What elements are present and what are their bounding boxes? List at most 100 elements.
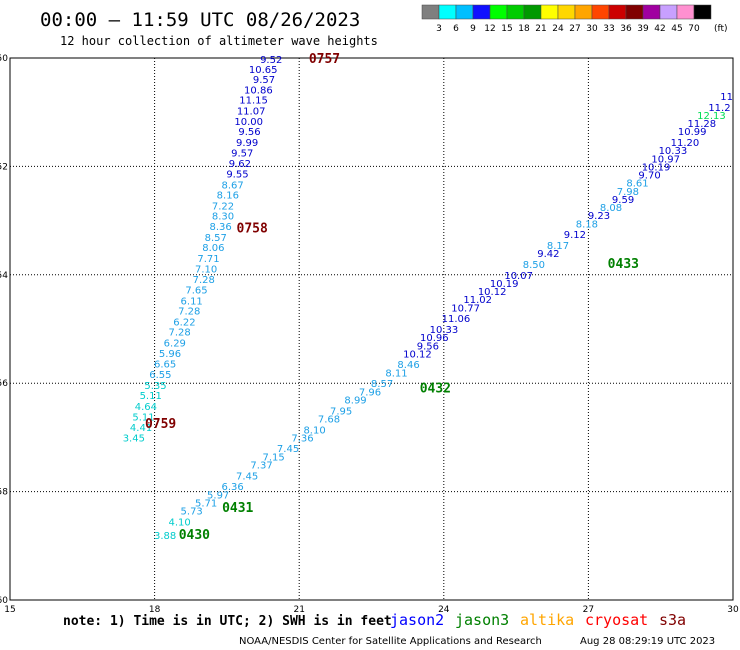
swh-value-label: 7.37: [250, 461, 272, 472]
swh-value-label: 9.59: [612, 195, 634, 206]
color-scale-label: 18: [518, 24, 530, 34]
color-swatch: [693, 4, 712, 20]
legend-item: jason3: [455, 611, 509, 629]
color-swatch: [659, 4, 678, 20]
swh-value-label: 8.17: [547, 241, 569, 252]
swh-value-label: 10.96: [420, 333, 449, 344]
legend-item: cryosat: [585, 611, 648, 629]
swh-value-label: 9.52: [260, 55, 282, 66]
color-scale-label: 36: [620, 24, 632, 34]
color-swatch: [421, 4, 440, 20]
color-scale-label: 30: [586, 24, 598, 34]
swh-value-label: 5.96: [159, 349, 181, 360]
swh-value-label: 9.62: [229, 159, 251, 170]
color-scale-label: 15: [501, 24, 512, 34]
swh-value-label: 9.42: [537, 249, 559, 260]
swh-value-label: 6.36: [222, 482, 244, 493]
color-swatch: [455, 4, 474, 20]
swh-value-label: 8.46: [397, 360, 419, 371]
swh-value-label: 10.00: [234, 117, 263, 128]
swh-value-label: 8.11: [385, 368, 407, 379]
swh-value-label: 9.23: [588, 211, 610, 222]
swh-value-label: 7.71: [197, 254, 219, 265]
swh-value-label: 8.36: [209, 222, 231, 233]
color-scale-unit: (ft): [714, 24, 728, 34]
y-tick-label: -52: [0, 162, 8, 172]
color-swatch: [591, 4, 610, 20]
swh-value-label: 9.55: [226, 169, 248, 180]
swh-value-label: 7.95: [330, 406, 352, 417]
pass-number-label: 0431: [222, 501, 253, 516]
swh-value-label: 6.11: [181, 296, 203, 307]
swh-value-label: 11.06: [442, 314, 471, 325]
swh-value-label: 8.08: [600, 203, 622, 214]
swh-value-label: 7.28: [193, 275, 215, 286]
y-tick-label: -60: [0, 596, 8, 606]
legend-item: s3a: [659, 611, 686, 629]
plot-frame: [9, 57, 734, 601]
swh-value-label: 10.12: [478, 287, 507, 298]
swh-value-label: 4.64: [135, 402, 157, 413]
swh-value-label: 10.19: [490, 279, 519, 290]
swh-value-label: 7.36: [291, 433, 313, 444]
swh-value-label: 9.12: [564, 230, 586, 241]
swh-value-label: 12.13: [697, 111, 726, 122]
color-swatch: [625, 4, 644, 20]
color-swatch: [608, 4, 627, 20]
color-swatch: [574, 4, 593, 20]
swh-value-label: 5.71: [195, 498, 217, 509]
satellite-legend: jason2 jason3 altika cryosat s3a: [390, 611, 686, 629]
color-swatch: [557, 4, 576, 20]
swh-value-label: 9.56: [238, 127, 260, 138]
swh-value-label: 4.10: [168, 517, 190, 528]
chart-title: 00:00 – 11:59 UTC 08/26/2023: [40, 9, 360, 31]
swh-value-label: 3.88: [154, 531, 176, 542]
swh-value-label: 8.16: [217, 191, 239, 202]
y-tick-label: -56: [0, 379, 8, 389]
swh-value-label: 9.99: [236, 138, 258, 149]
swh-value-label: 11.2: [708, 103, 730, 114]
swh-value-label: 7.68: [318, 414, 340, 425]
color-scale-label: 3: [436, 24, 442, 34]
swh-value-label: 10.12: [403, 349, 432, 360]
swh-value-label: 7.98: [617, 187, 639, 198]
swh-value-label: 10.33: [430, 325, 459, 336]
footer-source: NOAA/NESDIS Center for Satellite Applica…: [239, 636, 542, 647]
y-tick-label: -50: [0, 54, 8, 64]
swh-value-label: 5.11: [132, 412, 154, 423]
swh-value-label: 10.19: [642, 162, 671, 173]
color-scale-label: 42: [654, 24, 665, 34]
color-scale-label: 21: [535, 24, 546, 34]
plot-area: 151821242730-50-52-54-56-58-609.5210.659…: [0, 52, 739, 615]
swh-value-label: 7.45: [236, 471, 258, 482]
swh-value-label: 5.97: [207, 490, 229, 501]
color-scale-label: 33: [603, 24, 614, 34]
swh-value-label: 11: [720, 92, 733, 103]
swh-value-label: 5.35: [144, 381, 166, 392]
swh-value-label: 7.10: [195, 264, 217, 275]
swh-value-label: 5.73: [181, 507, 203, 518]
swh-value-label: 11.02: [463, 295, 492, 306]
swh-value-label: 6.29: [164, 339, 186, 350]
swh-value-label: 10.97: [651, 154, 680, 165]
y-tick-label: -58: [0, 488, 8, 498]
swh-value-label: 8.30: [212, 212, 234, 223]
units-note: note: 1) Time is in UTC; 2) SWH is in fe…: [63, 614, 392, 629]
swh-value-label: 8.50: [523, 260, 545, 271]
swh-value-label: 9.57: [253, 75, 275, 86]
color-scale-label: 24: [552, 24, 564, 34]
color-swatch: [523, 4, 542, 20]
pass-number-label: 0757: [309, 52, 340, 67]
swh-value-label: 8.10: [303, 425, 325, 436]
color-swatch: [438, 4, 457, 20]
color-scale-label: 27: [569, 24, 580, 34]
swh-value-label: 5.11: [140, 391, 162, 402]
x-tick-label: 15: [4, 605, 15, 615]
swh-value-label: 8.99: [344, 395, 366, 406]
swh-value-label: 10.86: [244, 85, 273, 96]
color-swatch: [676, 4, 695, 20]
swh-value-label: 10.33: [659, 146, 688, 157]
swh-value-label: 8.18: [576, 219, 598, 230]
swh-value-label: 8.57: [371, 379, 393, 390]
swh-value-label: 11.20: [671, 138, 700, 149]
